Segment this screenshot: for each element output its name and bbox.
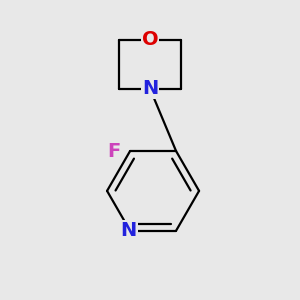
Text: N: N — [142, 79, 158, 98]
Text: F: F — [107, 142, 120, 160]
Text: N: N — [120, 221, 136, 240]
Text: O: O — [142, 30, 158, 49]
